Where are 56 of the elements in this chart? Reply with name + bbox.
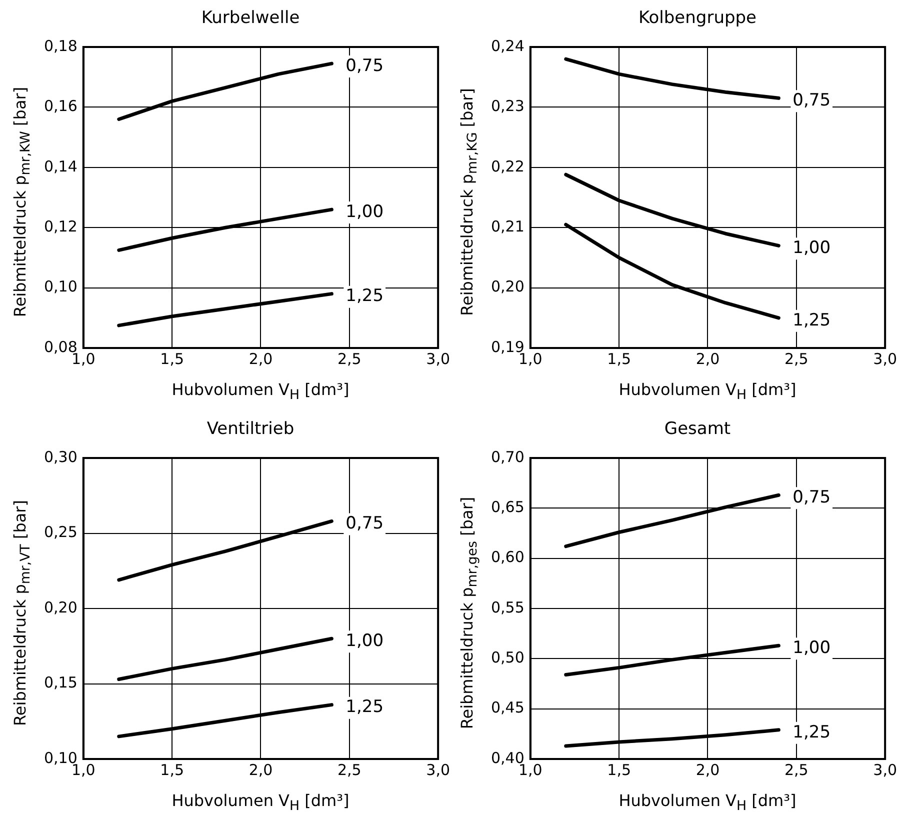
chart-title: Gesamt [663,419,732,439]
y-tick-label: 0,24 [490,36,524,55]
y-tick-label: 0,20 [490,278,524,296]
x-tick-label: 3,0 [873,760,897,779]
y-tick-label: 0,15 [44,674,78,692]
y-tick-label: 0,55 [490,598,524,616]
chart-title: Kurbelwelle [200,8,301,28]
x-tick-label: 2,0 [696,350,720,368]
series-label: 0,75 [346,514,384,534]
y-tick-label: 0,12 [44,217,78,236]
x-axis-title: Hubvolumen V$_{H}$ [dm³] [618,380,798,404]
x-tick-label: 1,5 [160,350,184,368]
y-tick-label: 0,70 [490,448,524,466]
x-tick-label: 2,0 [696,760,720,779]
series-label: 1,25 [346,286,384,306]
x-tick-label: 3,0 [426,350,450,368]
x-axis-title: Hubvolumen V$_{H}$ [dm³] [170,380,350,404]
x-tick-label: 3,0 [426,760,450,779]
x-tick-label: 2,5 [784,760,808,779]
y-tick-label: 0,60 [490,548,524,566]
series-label: 0,75 [346,56,384,76]
y-tick-label: 0,65 [490,498,524,516]
x-tick-label: 1,5 [607,760,631,779]
series-label: 1,00 [792,238,831,258]
y-tick-label: 0,20 [44,598,78,616]
y-tick-label: 0,18 [44,36,78,55]
y-tick-label: 0,30 [44,448,78,466]
series-label: 1,25 [792,310,831,330]
y-tick-label: 0,45 [490,698,524,717]
series-label: 1,00 [346,631,384,652]
x-tick-label: 2,5 [784,350,808,368]
y-tick-label: 0,25 [44,523,78,542]
y-tick-label: 0,50 [490,648,524,667]
series-label: 1,00 [346,202,384,222]
y-tick-label: 0,22 [490,157,524,176]
y-tick-label: 0,14 [44,157,78,176]
chart-title: Ventiltrieb [206,419,296,439]
chart-title: Kolbengruppe [637,8,758,28]
y-tick-label: 0,23 [490,97,524,116]
x-tick-label: 1,5 [160,760,184,779]
series-label: 1,00 [792,638,831,658]
x-tick-label: 2,5 [337,760,362,779]
y-tick-label: 0,16 [44,97,78,116]
series-label: 1,25 [346,697,384,718]
x-tick-label: 1,5 [607,350,631,368]
y-tick-label: 0,10 [44,278,78,296]
series-label: 0,75 [792,488,831,508]
series-label: 1,25 [792,722,831,742]
x-tick-label: 2,0 [248,350,273,368]
series-label: 0,75 [792,90,831,111]
x-axis-title: Hubvolumen V$_{H}$ [dm³] [618,791,798,814]
y-tick-label: 0,21 [490,217,524,236]
x-tick-label: 3,0 [873,350,897,368]
x-tick-label: 2,0 [248,760,273,779]
x-axis-title: Hubvolumen V$_{H}$ [dm³] [170,791,350,814]
x-tick-label: 2,5 [337,350,362,368]
